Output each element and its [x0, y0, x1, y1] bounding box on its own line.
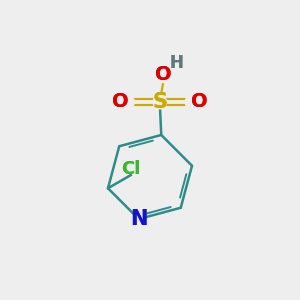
- Circle shape: [185, 96, 197, 108]
- Text: O: O: [112, 92, 128, 112]
- Circle shape: [153, 95, 167, 109]
- Circle shape: [132, 163, 146, 178]
- Circle shape: [153, 95, 167, 109]
- Text: N: N: [130, 209, 147, 229]
- Text: N: N: [130, 209, 147, 229]
- Text: O: O: [112, 92, 128, 112]
- Circle shape: [158, 70, 170, 83]
- Text: O: O: [155, 65, 172, 85]
- Text: S: S: [152, 92, 167, 112]
- Text: S: S: [152, 92, 167, 112]
- Circle shape: [131, 163, 147, 178]
- Circle shape: [185, 96, 197, 108]
- Text: H: H: [170, 54, 184, 72]
- Text: O: O: [191, 92, 208, 112]
- Circle shape: [133, 213, 145, 225]
- Circle shape: [122, 96, 134, 108]
- Text: Cl: Cl: [121, 160, 140, 178]
- Circle shape: [122, 96, 134, 108]
- Text: O: O: [191, 92, 208, 112]
- Text: O: O: [155, 65, 172, 85]
- Circle shape: [132, 212, 145, 226]
- Text: H: H: [170, 54, 184, 72]
- Circle shape: [158, 70, 170, 83]
- Text: Cl: Cl: [121, 160, 140, 178]
